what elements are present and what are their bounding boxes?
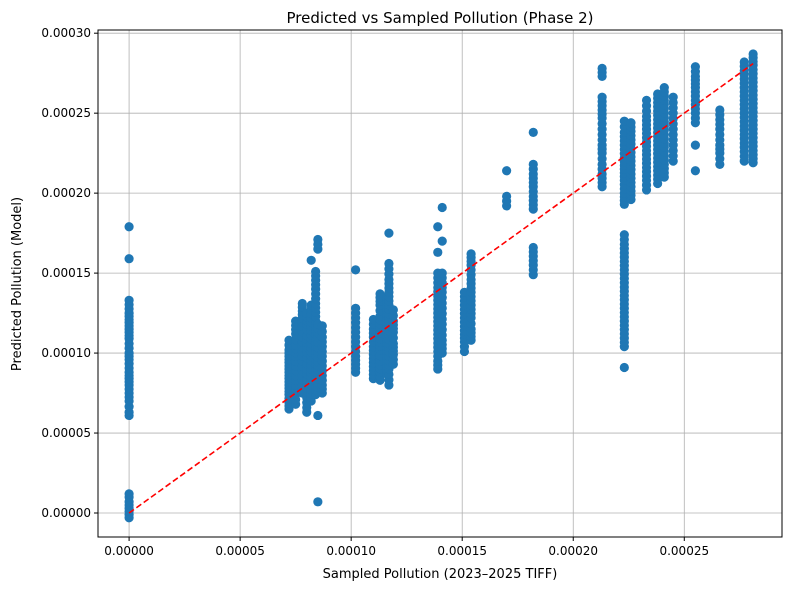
data-point	[690, 140, 700, 150]
data-point	[351, 303, 361, 313]
x-tick-label: 0.00025	[659, 544, 709, 558]
data-point	[433, 222, 443, 232]
grid-lines	[98, 30, 782, 537]
data-point	[306, 255, 316, 265]
data-point	[748, 49, 758, 59]
y-tick-label: 0.00015	[41, 266, 91, 280]
data-point	[690, 62, 700, 72]
data-point	[739, 57, 749, 67]
data-point	[351, 265, 361, 275]
y-axis-ticks: 0.00000 0.00005 0.00010 0.00015 0.00020 0.000…	[41, 26, 98, 520]
data-point	[619, 362, 629, 373]
y-tick-label: 0.00000	[41, 506, 91, 520]
data-point	[690, 166, 700, 176]
data-point	[384, 228, 394, 238]
data-point	[284, 335, 294, 345]
y-tick-label: 0.00025	[41, 106, 91, 120]
data-point	[388, 305, 398, 315]
data-point	[297, 298, 307, 309]
data-point	[313, 497, 323, 507]
x-axis-label: Sampled Pollution (2023–2025 TIFF)	[323, 567, 558, 582]
data-point	[619, 230, 629, 240]
data-point	[659, 82, 669, 93]
data-point	[668, 92, 678, 102]
data-point	[528, 242, 538, 253]
data-point	[437, 202, 447, 213]
x-tick-label: 0.00005	[215, 544, 265, 558]
data-point	[311, 266, 321, 277]
data-point	[626, 118, 636, 128]
data-point	[528, 159, 538, 169]
data-point	[715, 105, 725, 115]
data-point	[317, 321, 327, 331]
y-tick-label: 0.00010	[41, 346, 91, 360]
data-point	[502, 166, 512, 176]
data-point	[433, 247, 443, 257]
y-tick-label: 0.00020	[41, 186, 91, 200]
data-point	[437, 236, 447, 246]
data-point	[313, 234, 323, 245]
x-tick-label: 0.00000	[104, 544, 154, 558]
data-point	[528, 127, 538, 137]
x-axis-ticks: 0.00000 0.00005 0.00010 0.00015 0.00020 0.000…	[104, 537, 709, 558]
data-point	[459, 287, 470, 297]
data-point	[502, 191, 512, 201]
data-point	[124, 254, 134, 264]
data-point	[384, 258, 394, 269]
y-tick-label: 0.00005	[41, 426, 91, 440]
data-point	[124, 295, 134, 305]
x-tick-label: 0.00010	[326, 544, 376, 558]
reference-line-group	[128, 62, 754, 514]
data-point	[124, 222, 134, 232]
data-point	[597, 92, 607, 102]
x-tick-label: 0.00020	[548, 544, 598, 558]
data-point	[124, 489, 134, 499]
data-point	[641, 95, 652, 105]
data-point	[597, 63, 607, 73]
reference-line	[128, 62, 754, 514]
data-point	[466, 249, 476, 259]
x-tick-label: 0.00015	[437, 544, 487, 558]
scatter-points	[124, 49, 758, 523]
data-point	[437, 268, 447, 278]
plot-area-frame	[97, 29, 783, 538]
chart-title: Predicted vs Sampled Pollution (Phase 2)	[286, 9, 593, 27]
y-tick-label: 0.00030	[41, 26, 91, 40]
y-axis-label: Predicted Pollution (Model)	[10, 197, 25, 371]
data-point	[313, 410, 323, 421]
